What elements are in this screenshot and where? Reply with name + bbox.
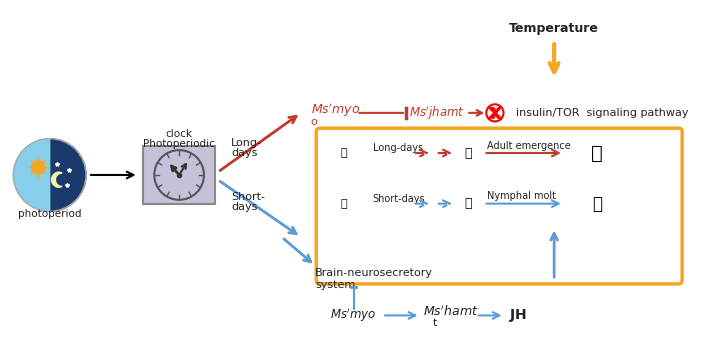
Text: Long-: Long- — [231, 139, 262, 148]
Text: $\bfχ$: $\bfχ$ — [490, 105, 502, 121]
Text: 🪲: 🪲 — [341, 148, 347, 158]
Text: o: o — [310, 117, 318, 127]
Text: $\it{Ms'myo}$: $\it{Ms'myo}$ — [330, 307, 376, 324]
Text: 🪲: 🪲 — [341, 199, 347, 209]
Text: Short-: Short- — [231, 192, 265, 202]
Wedge shape — [50, 139, 86, 211]
Text: Long-days: Long-days — [373, 143, 423, 153]
Text: $\bf{\it{Ms'myo}}$: $\bf{\it{Ms'myo}}$ — [310, 101, 360, 119]
Text: 🦗: 🦗 — [591, 143, 603, 163]
Text: $\it{Ms'jhamt}$: $\it{Ms'jhamt}$ — [409, 104, 464, 121]
Text: clock: clock — [166, 129, 193, 139]
Text: t: t — [433, 318, 437, 328]
Text: system: system — [315, 280, 356, 290]
Text: insulin/TOR  signaling pathway: insulin/TOR signaling pathway — [516, 108, 688, 118]
Wedge shape — [14, 139, 50, 211]
FancyBboxPatch shape — [316, 128, 682, 284]
FancyBboxPatch shape — [143, 146, 215, 203]
Text: 🦗: 🦗 — [464, 197, 472, 210]
Polygon shape — [52, 172, 62, 187]
Text: days: days — [231, 201, 258, 211]
Text: Brain-neurosecretory: Brain-neurosecretory — [315, 268, 433, 279]
Text: Short-days: Short-days — [373, 194, 426, 204]
Text: Nymphal molt: Nymphal molt — [487, 191, 557, 201]
Text: Temperature: Temperature — [509, 22, 599, 35]
Text: $\bf{JH}$: $\bf{JH}$ — [509, 307, 528, 324]
Text: $\bf{\it{Ms'hamt}}$: $\bf{\it{Ms'hamt}}$ — [423, 304, 479, 319]
Circle shape — [32, 161, 45, 174]
Text: photoperiod: photoperiod — [18, 209, 81, 219]
Text: days: days — [231, 148, 258, 158]
Text: 🦗: 🦗 — [592, 195, 602, 213]
Text: 🦗: 🦗 — [464, 147, 472, 159]
Text: Photoperiodic: Photoperiodic — [143, 139, 215, 149]
Text: Adult emergence: Adult emergence — [487, 141, 571, 151]
